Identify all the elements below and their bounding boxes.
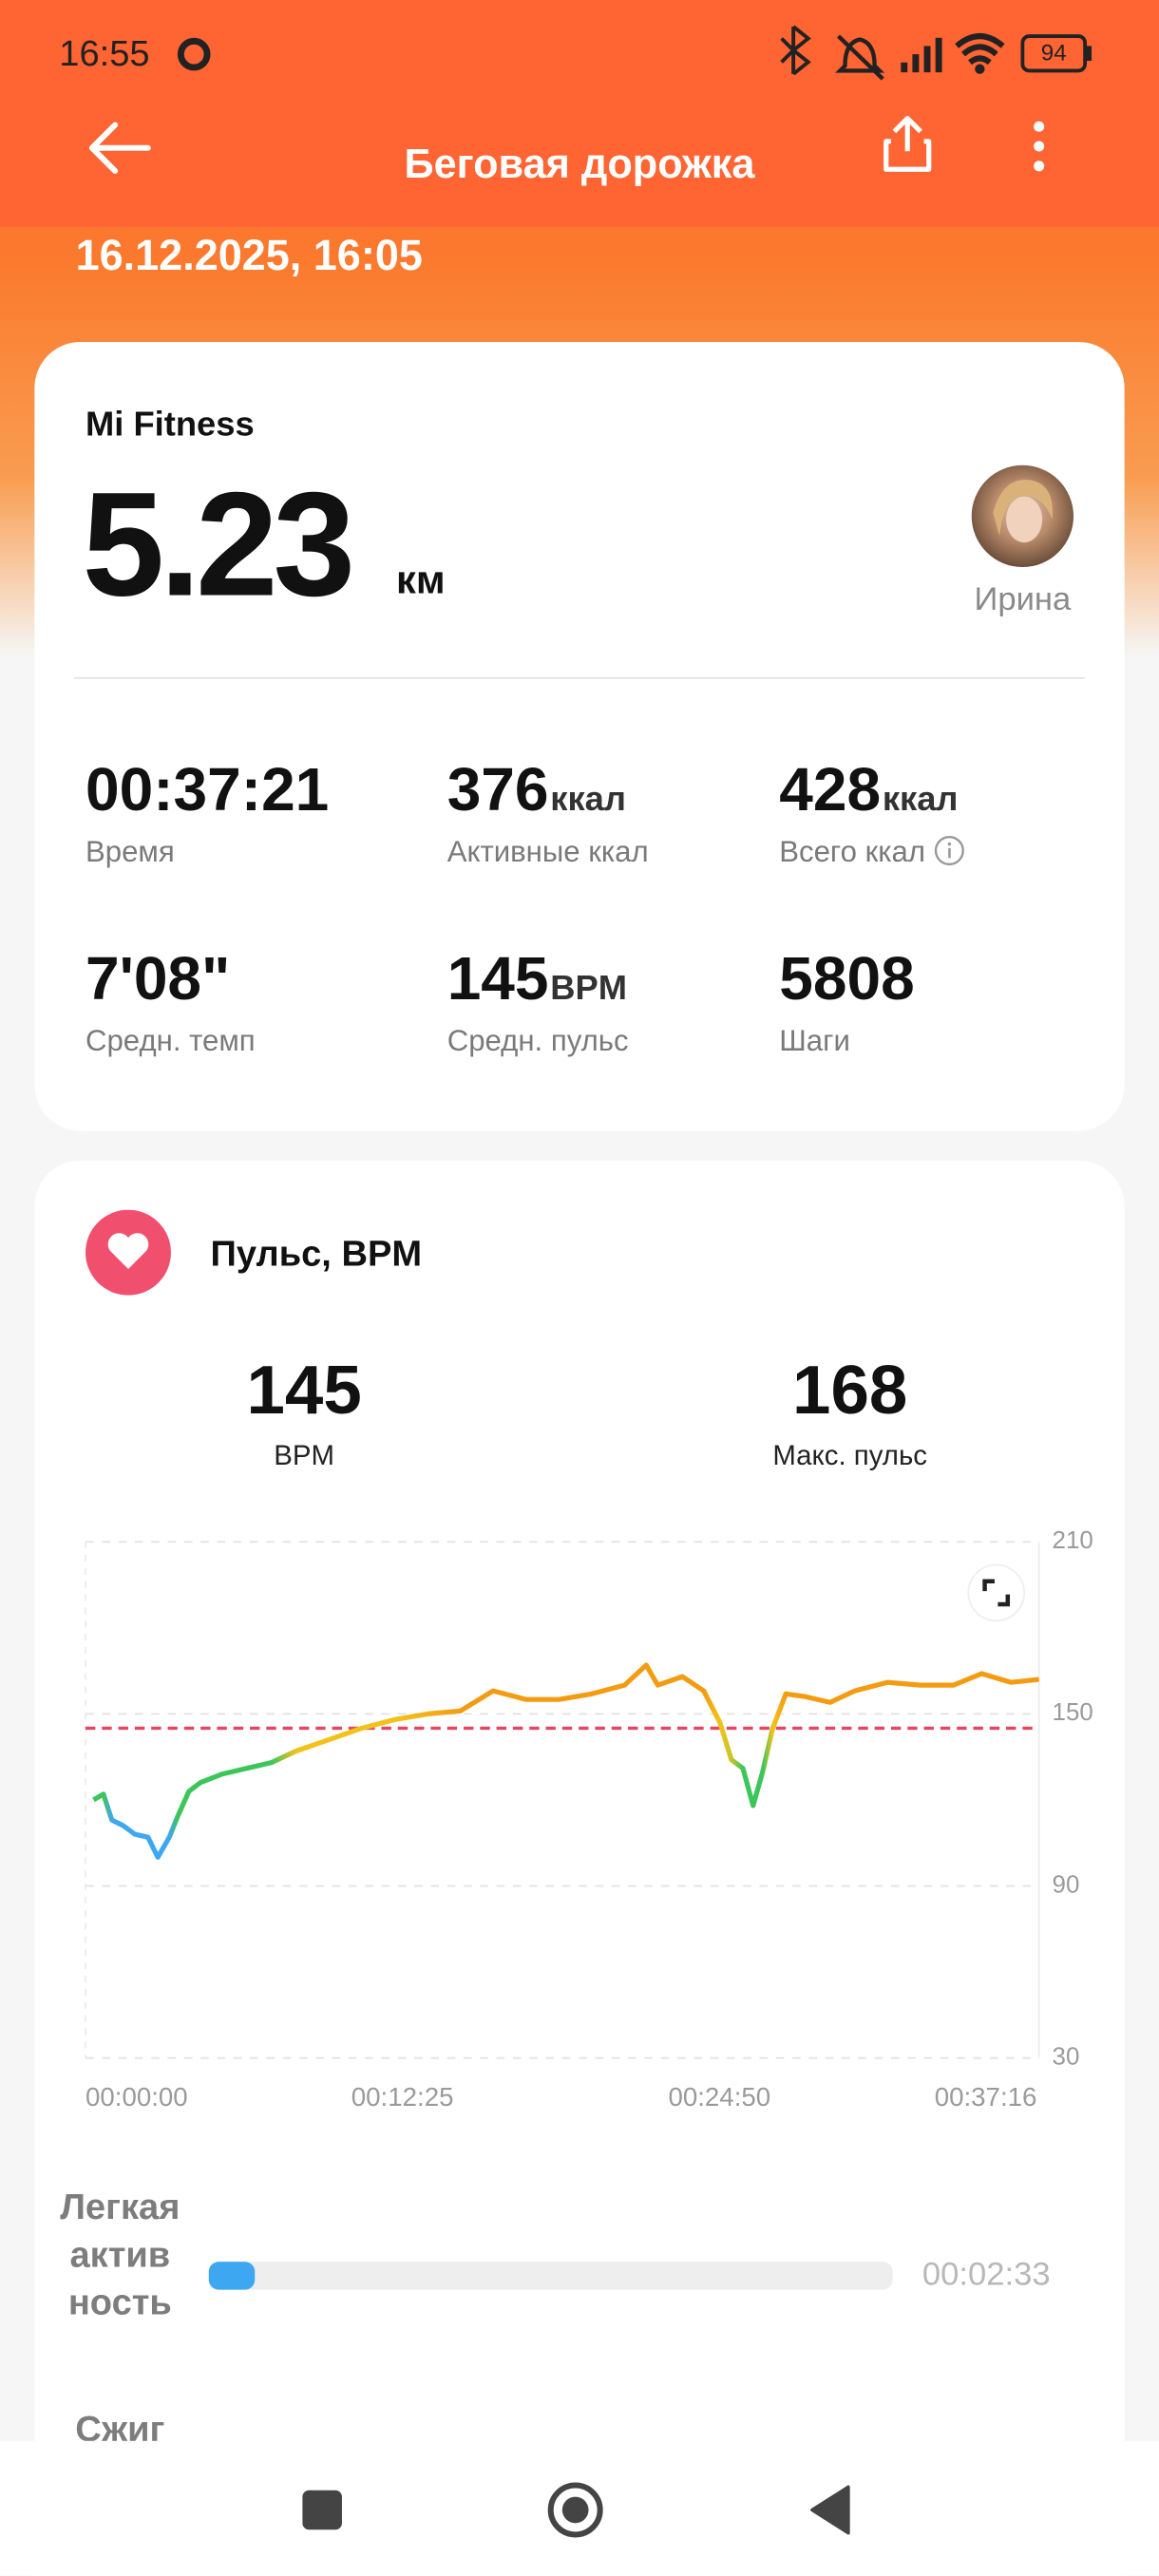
status-icons: 94 <box>780 25 1092 81</box>
user-name: Ирина <box>974 581 1072 618</box>
avg-label: BPM <box>274 1439 335 1471</box>
stat-label: Шаги <box>779 1024 850 1057</box>
stat-value: 5808 <box>779 945 915 1013</box>
x-tick-label: 00:00:00 <box>86 2082 188 2112</box>
max-label: Макс. пульс <box>772 1439 928 1471</box>
stat-label: Всего ккал <box>779 835 926 868</box>
info-icon[interactable] <box>934 835 965 866</box>
stat-value-row: 428ккал <box>779 756 964 825</box>
distance-unit: км <box>396 559 446 604</box>
zone-track <box>208 2262 893 2290</box>
stat: 428ккал Всего ккал <box>779 756 964 869</box>
stat: 7'08" Средн. темп <box>86 945 256 1058</box>
stat-value-row: 145BPM <box>447 945 629 1014</box>
heart-rate-line <box>92 1662 1039 1860</box>
y-tick-label: 150 <box>1053 1699 1093 1726</box>
back-button[interactable] <box>83 119 159 178</box>
heart-title: Пульс, BPM <box>210 1232 423 1275</box>
heart-chart: 210 150 90 30 00:00:00 00:12:25 00:24:50 00:37:… <box>85 1527 1093 2112</box>
status-icon <box>177 37 211 71</box>
heart-card <box>34 1160 1125 2576</box>
stat: 5808 Шаги <box>779 945 914 1058</box>
stat-label-row: Всего ккал <box>779 835 964 869</box>
stat-value: 145 <box>446 945 549 1013</box>
y-tick-label: 90 <box>1053 1871 1080 1898</box>
stat-unit: ккал <box>550 780 626 819</box>
summary-card <box>34 341 1125 1131</box>
x-tick-label: 00:37:16 <box>935 2082 1037 2112</box>
stat-label: Средн. темп <box>85 1024 256 1057</box>
divider <box>73 676 1086 679</box>
header-title: Беговая дорожка <box>404 141 755 188</box>
stat-label: Активные ккал <box>446 835 649 868</box>
share-button[interactable] <box>878 112 937 178</box>
stat-unit: BPM <box>550 969 628 1008</box>
battery-level: 94 <box>1041 40 1067 66</box>
stat-value-row: 376ккал <box>447 756 649 825</box>
heart-icon <box>85 1209 171 1296</box>
stat-label: Время <box>85 835 175 868</box>
source: Mi Fitness <box>85 406 255 445</box>
zone-bar <box>208 2262 256 2290</box>
y-tick-label: 210 <box>1053 1527 1093 1554</box>
stat-value: 376 <box>446 756 549 824</box>
max-value: 168 <box>792 1351 908 1429</box>
recents-button[interactable] <box>295 2484 348 2536</box>
menu-button[interactable] <box>1019 115 1059 180</box>
stat-value: 428 <box>779 756 882 824</box>
zone-name: Легкая активность <box>60 2186 180 2323</box>
stat-value: 7'08" <box>85 945 231 1013</box>
x-tick-label: 00:24:50 <box>668 2082 770 2112</box>
y-tick-label: 30 <box>1053 2043 1080 2070</box>
home-button[interactable] <box>546 2480 605 2539</box>
avatar <box>971 464 1074 568</box>
stat: 00:37:21 Время <box>86 756 329 869</box>
zone-duration: 00:02:33 <box>922 2256 1051 2294</box>
distance: 5.23 <box>82 464 356 629</box>
workout-date: 16.12.2025, 16:05 <box>75 230 423 280</box>
stat-label: Средн. пульс <box>446 1024 629 1057</box>
avg-value: 145 <box>246 1351 362 1429</box>
back-nav-button[interactable] <box>806 2480 858 2539</box>
x-tick-label: 00:12:25 <box>352 2082 454 2112</box>
expand-button[interactable] <box>967 1563 1026 1622</box>
stat: 145BPM Средн. пульс <box>447 945 629 1058</box>
stat-unit: ккал <box>882 780 959 819</box>
stat: 376ккал Активные ккал <box>447 756 649 869</box>
stat-value: 00:37:21 <box>85 756 330 824</box>
nav-bar <box>0 2440 1159 2576</box>
status-time: 16:55 <box>59 32 150 74</box>
